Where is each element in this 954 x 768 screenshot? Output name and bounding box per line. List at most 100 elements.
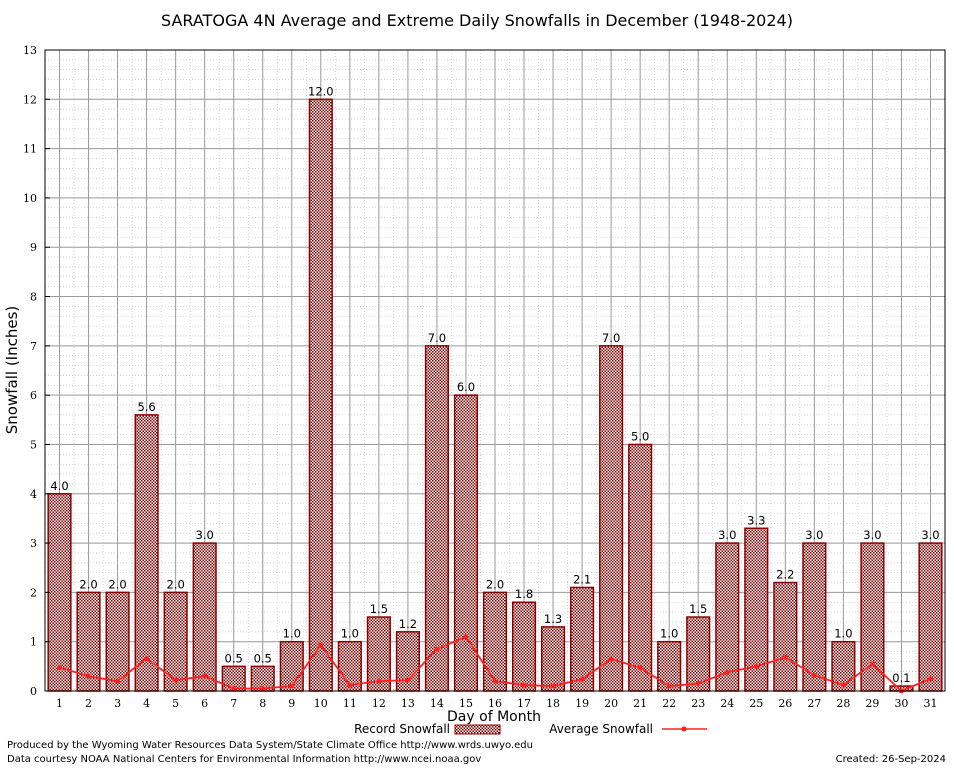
average-point xyxy=(724,669,730,675)
x-tick-label: 28 xyxy=(836,697,850,710)
average-point xyxy=(115,678,121,684)
y-tick-label: 2 xyxy=(30,586,37,599)
average-point xyxy=(289,683,295,689)
record-bar xyxy=(540,626,566,692)
average-line-group xyxy=(57,634,933,694)
x-tick-label: 17 xyxy=(517,697,531,710)
bar-value-label: 5.6 xyxy=(137,400,155,414)
bar-value-label: 1.2 xyxy=(399,617,417,631)
y-axis-label: Snowfall (Inches) xyxy=(3,306,21,434)
x-tick-label: 2 xyxy=(85,697,92,710)
bar-value-label: 12.0 xyxy=(308,84,334,98)
average-point xyxy=(463,634,469,640)
y-tick-label: 8 xyxy=(30,291,37,304)
bar-value-label: 1.0 xyxy=(341,627,359,641)
bar-value-label: 1.3 xyxy=(544,612,562,626)
bar-value-label: 2.0 xyxy=(166,577,184,591)
average-point xyxy=(666,683,672,689)
bar-value-label: 1.5 xyxy=(370,602,388,616)
average-point xyxy=(753,663,759,669)
average-point xyxy=(782,654,788,660)
legend-average-marker xyxy=(681,726,687,732)
average-point xyxy=(202,673,208,679)
x-tick-label: 9 xyxy=(288,697,295,710)
average-point xyxy=(608,656,614,662)
record-bar xyxy=(802,542,827,692)
y-tick-label: 1 xyxy=(30,636,37,649)
record-bar xyxy=(773,581,798,692)
x-tick-label: 29 xyxy=(865,697,879,710)
record-bar xyxy=(715,542,740,692)
average-point xyxy=(927,676,933,682)
average-point xyxy=(173,677,179,683)
x-tick-label: 1 xyxy=(56,697,63,710)
bar-value-label: 1.0 xyxy=(834,627,852,641)
legend-record-label: Record Snowfall xyxy=(354,722,450,736)
average-point xyxy=(57,664,63,670)
record-bar xyxy=(308,98,333,692)
average-point xyxy=(231,686,237,692)
average-point xyxy=(550,683,556,689)
y-tick-label: 6 xyxy=(30,389,37,402)
x-tick-label: 5 xyxy=(172,697,179,710)
x-tick-label: 15 xyxy=(459,697,473,710)
bar-value-label: 3.0 xyxy=(863,528,881,542)
x-tick-label: 21 xyxy=(633,697,647,710)
x-tick-label: 23 xyxy=(691,697,705,710)
record-bar xyxy=(105,591,130,692)
legend-record-swatch xyxy=(454,724,501,735)
record-bar xyxy=(482,591,508,692)
x-tick-label: 19 xyxy=(575,697,589,710)
x-tick-label: 22 xyxy=(662,697,676,710)
bar-value-label: 2.0 xyxy=(486,577,504,591)
footer-producer: Produced by the Wyoming Water Resources … xyxy=(7,740,533,751)
bar-value-label: 0.5 xyxy=(225,651,243,665)
bar-value-label: 4.0 xyxy=(50,479,68,493)
average-point xyxy=(579,676,585,682)
y-tick-label: 11 xyxy=(23,143,37,156)
average-point xyxy=(405,677,411,683)
x-tick-label: 20 xyxy=(604,697,618,710)
bar-value-label: 3.0 xyxy=(805,528,823,542)
x-tick-label: 3 xyxy=(114,697,121,710)
footer-courtesy: Data courtesy NOAA National Centers for … xyxy=(7,754,481,765)
bar-value-label: 1.5 xyxy=(689,602,707,616)
x-tick-labels: 1 2 3 4 5 6 7 8 9 10 11 12 13 14 15 16 17 18 19 20 21 22 23 24 2… xyxy=(56,697,937,710)
average-point xyxy=(869,661,875,667)
record-bar xyxy=(628,443,653,692)
x-tick-label: 8 xyxy=(259,697,266,710)
bar-value-label: 1.0 xyxy=(283,627,301,641)
x-tick-label: 16 xyxy=(488,697,502,710)
bar-value-label: 7.0 xyxy=(428,331,446,345)
average-point xyxy=(637,665,643,671)
bar-value-label: 7.0 xyxy=(602,331,620,345)
x-tick-label: 25 xyxy=(749,697,763,710)
average-point xyxy=(434,646,440,652)
data-labels-group: 4.0 2.0 2.0 5.6 2.0 3.0 0.5 0.5 1.0 12.0 1.0 1.5 1.2… xyxy=(50,84,939,685)
y-tick-label: 13 xyxy=(23,44,37,57)
plot-frame xyxy=(44,49,946,692)
x-tick-label: 30 xyxy=(894,697,908,710)
record-bar xyxy=(424,345,450,692)
bar-value-label: 0.1 xyxy=(892,671,910,685)
record-bar xyxy=(134,414,159,692)
bar-value-label: 2.1 xyxy=(573,572,591,586)
y-tick-label: 10 xyxy=(23,192,37,205)
x-tick-label: 12 xyxy=(372,697,386,710)
bar-value-label: 3.0 xyxy=(196,528,214,542)
record-bar xyxy=(570,586,595,692)
y-tick-label: 4 xyxy=(30,488,37,501)
record-bar xyxy=(453,394,479,692)
bar-value-label: 5.0 xyxy=(631,429,649,443)
bar-value-label: 2.0 xyxy=(79,577,97,591)
average-point xyxy=(840,682,846,688)
average-point xyxy=(347,682,353,688)
legend-average-label: Average Snowfall xyxy=(549,722,653,736)
x-tick-label: 26 xyxy=(778,697,792,710)
x-tick-label: 27 xyxy=(807,697,821,710)
x-tick-label: 4 xyxy=(143,697,150,710)
x-tick-label: 7 xyxy=(230,697,237,710)
average-point xyxy=(811,672,817,678)
average-point xyxy=(492,678,498,684)
